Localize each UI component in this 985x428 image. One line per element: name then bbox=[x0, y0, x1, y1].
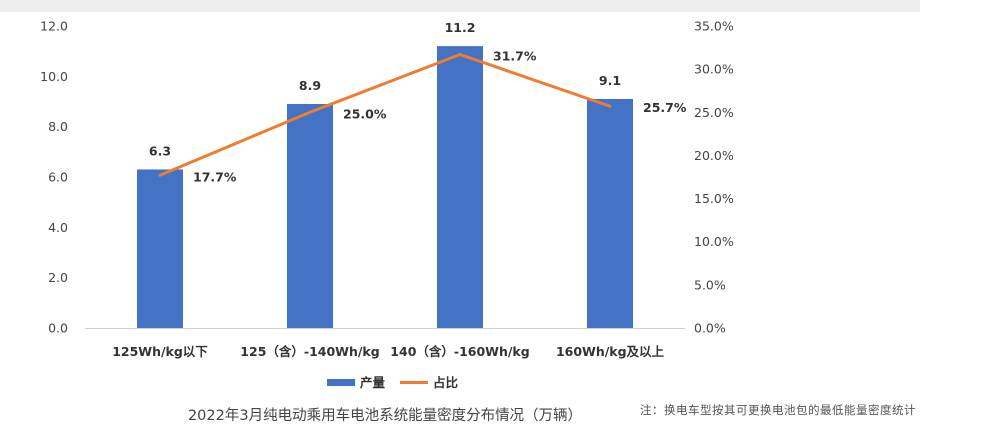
right-axis: 0.0% 5.0% 10.0% 15.0% 20.0% 25.0% 30.0% 35.0% bbox=[694, 19, 734, 336]
top-strip bbox=[0, 0, 920, 12]
chart-note: 注：换电车型按其可更换电池包的最低能量密度统计 bbox=[640, 403, 916, 417]
line-data-label: 25.0% bbox=[343, 106, 387, 121]
right-tick-label: 15.0% bbox=[694, 191, 734, 206]
right-tick-label: 5.0% bbox=[694, 277, 726, 292]
right-tick-label: 10.0% bbox=[694, 234, 734, 249]
bar-data-label: 9.1 bbox=[599, 73, 621, 88]
line-data-labels: 17.7% 25.0% 31.7% 25.7% bbox=[193, 48, 687, 184]
left-tick-label: 10.0 bbox=[40, 69, 68, 84]
bar-data-label: 8.9 bbox=[299, 78, 321, 93]
right-tick-label: 0.0% bbox=[694, 321, 726, 336]
legend-label: 占比 bbox=[433, 375, 459, 390]
category-labels: 125Wh/kg以下 125（含）-140Wh/kg 140（含）-160Wh/kg… bbox=[112, 344, 664, 359]
right-tick-label: 30.0% bbox=[694, 62, 734, 77]
bar bbox=[587, 98, 633, 328]
bar-data-labels: 6.3 8.9 11.2 9.1 bbox=[149, 20, 621, 158]
category-label: 160Wh/kg及以上 bbox=[556, 344, 665, 359]
line-data-label: 25.7% bbox=[643, 100, 687, 115]
right-tick-label: 25.0% bbox=[694, 105, 734, 120]
bar bbox=[287, 104, 333, 329]
bar-series bbox=[137, 46, 633, 329]
left-tick-label: 0.0 bbox=[48, 321, 68, 336]
legend-swatch-bar bbox=[327, 379, 355, 386]
left-tick-label: 2.0 bbox=[48, 270, 68, 285]
left-tick-label: 4.0 bbox=[48, 220, 68, 235]
line-series bbox=[158, 52, 612, 177]
legend-label: 产量 bbox=[360, 375, 386, 390]
category-label: 140（含）-160Wh/kg bbox=[390, 344, 529, 359]
chart-title: 2022年3月纯电动乘用车电池系统能量密度分布情况（万辆） bbox=[187, 408, 583, 424]
left-tick-label: 6.0 bbox=[48, 170, 68, 185]
bar-data-label: 11.2 bbox=[445, 20, 476, 35]
line-data-label: 31.7% bbox=[493, 48, 537, 63]
left-tick-label: 12.0 bbox=[40, 19, 68, 34]
left-tick-label: 8.0 bbox=[48, 119, 68, 134]
line-data-label: 17.7% bbox=[193, 169, 237, 184]
right-tick-label: 35.0% bbox=[694, 19, 734, 34]
right-tick-label: 20.0% bbox=[694, 148, 734, 163]
category-label: 125（含）-140Wh/kg bbox=[240, 344, 379, 359]
category-label: 125Wh/kg以下 bbox=[112, 344, 208, 359]
bar bbox=[137, 169, 183, 328]
bar bbox=[437, 46, 483, 329]
left-axis: 0.0 2.0 4.0 6.0 8.0 10.0 12.0 bbox=[40, 19, 68, 336]
line-path bbox=[158, 52, 612, 177]
legend: 产量 占比 bbox=[327, 375, 459, 390]
bar-data-label: 6.3 bbox=[149, 143, 171, 158]
